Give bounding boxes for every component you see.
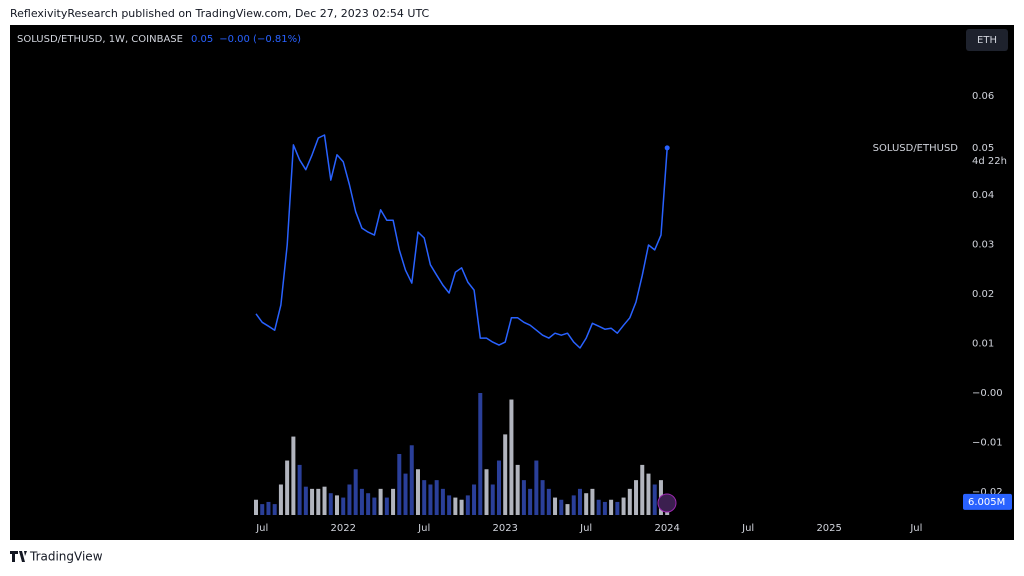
x-tick-label: Jul bbox=[417, 523, 430, 534]
volume-bar bbox=[453, 497, 458, 515]
price-label-countdown: 4d 22h bbox=[972, 156, 1007, 167]
volume-bar bbox=[397, 454, 402, 515]
volume-bar bbox=[272, 504, 277, 515]
x-tick-label: 2022 bbox=[330, 523, 355, 534]
volume-bar bbox=[303, 486, 308, 515]
volume-bar bbox=[596, 499, 601, 515]
volume-bar bbox=[291, 436, 296, 515]
x-tick-label: Jul bbox=[255, 523, 268, 534]
volume-bar bbox=[652, 484, 657, 515]
volume-bar bbox=[334, 495, 339, 515]
volume-bar bbox=[484, 469, 489, 515]
x-tick-label: 2023 bbox=[492, 523, 517, 534]
volume-bar bbox=[297, 464, 302, 515]
volume-bar bbox=[316, 488, 321, 515]
volume-bar bbox=[353, 469, 358, 515]
volume-bar bbox=[440, 488, 445, 515]
volume-bar bbox=[590, 488, 595, 515]
volume-bar bbox=[565, 504, 570, 515]
x-tick-label: 2024 bbox=[654, 523, 679, 534]
y-tick-label: −0.00 bbox=[972, 388, 1003, 399]
volume-bar bbox=[428, 484, 433, 515]
volume-bar bbox=[534, 460, 539, 515]
volume-bar bbox=[496, 460, 501, 515]
volume-bar bbox=[584, 493, 589, 515]
footer-brand: TradingView bbox=[29, 550, 103, 564]
volume-bar bbox=[422, 480, 427, 515]
symbol: SOLUSD/ETHUSD, 1W, COINBASE bbox=[17, 34, 183, 45]
volume-bar bbox=[515, 464, 520, 515]
volume-bar bbox=[540, 480, 545, 515]
volume-bar bbox=[378, 488, 383, 515]
volume-bar bbox=[359, 488, 364, 515]
volume-bar bbox=[509, 399, 514, 515]
volume-bar bbox=[553, 497, 558, 515]
volume-bar bbox=[528, 488, 533, 515]
y-tick-label: 0.01 bbox=[972, 339, 994, 350]
volume-bar bbox=[503, 434, 508, 515]
volume-bar bbox=[447, 495, 452, 515]
volume-bar bbox=[602, 501, 607, 515]
volume-bar bbox=[310, 488, 315, 515]
volume-bar bbox=[384, 497, 389, 515]
volume-bar bbox=[347, 484, 352, 515]
change: −0.00 (−0.81%) bbox=[219, 34, 301, 45]
volume-bar bbox=[627, 488, 632, 515]
y-tick-label: −0.01 bbox=[972, 438, 1003, 449]
replay-icon bbox=[657, 493, 677, 513]
currency-button[interactable] bbox=[966, 29, 1008, 51]
price-label-value: 0.05 bbox=[972, 143, 994, 154]
y-tick-label: 0.02 bbox=[972, 289, 994, 300]
volume-bar bbox=[278, 484, 283, 515]
volume-bar bbox=[328, 493, 333, 515]
volume-bar bbox=[260, 504, 265, 515]
volume-bar bbox=[415, 469, 420, 515]
y-tick-label: 0.04 bbox=[972, 190, 994, 201]
volume-bar bbox=[646, 473, 651, 515]
volume-bar bbox=[285, 460, 290, 515]
volume-bar bbox=[472, 484, 477, 515]
y-tick-label: 0.06 bbox=[972, 91, 994, 102]
volume-bar bbox=[546, 488, 551, 515]
volume-label: 6.005M bbox=[968, 497, 1005, 508]
volume-bar bbox=[254, 499, 258, 515]
volume-bar bbox=[521, 480, 526, 515]
volume-bar bbox=[366, 493, 371, 515]
x-tick-label: Jul bbox=[909, 523, 922, 534]
x-tick-label: Jul bbox=[579, 523, 592, 534]
volume-bar bbox=[490, 484, 495, 515]
publisher-line: ReflexivityResearch published on Trading… bbox=[10, 7, 430, 20]
y-tick-label: 0.03 bbox=[972, 239, 994, 250]
volume-bar bbox=[615, 501, 620, 515]
volume-bar bbox=[409, 445, 414, 515]
x-tick-label: 2025 bbox=[816, 523, 841, 534]
volume-bar bbox=[577, 488, 582, 515]
x-tick-label: Jul bbox=[741, 523, 754, 534]
volume-bar bbox=[609, 499, 614, 515]
footer-logo bbox=[10, 551, 27, 562]
volume-bar bbox=[459, 499, 464, 515]
volume-bar bbox=[322, 486, 327, 515]
currency-button-label[interactable]: ETH bbox=[977, 35, 997, 46]
volume-bar bbox=[403, 473, 408, 515]
last-point bbox=[664, 145, 670, 151]
volume-bar bbox=[559, 499, 564, 515]
volume-bar bbox=[391, 488, 396, 515]
volume-bar bbox=[621, 497, 626, 515]
volume-bar bbox=[434, 480, 439, 515]
price-line bbox=[255, 134, 668, 349]
volume-bar bbox=[478, 393, 483, 515]
volume-bar bbox=[571, 495, 576, 515]
last-value: 0.05 bbox=[191, 34, 213, 45]
volume-bar bbox=[465, 495, 470, 515]
volume-bar bbox=[266, 501, 271, 515]
volume-bar bbox=[640, 464, 645, 515]
volume-bar bbox=[341, 497, 346, 515]
price-label-name: SOLUSD/ETHUSD bbox=[873, 143, 959, 154]
volume-label-box bbox=[963, 493, 1012, 510]
volume-bar bbox=[372, 497, 377, 515]
y-tick-label: −0.02 bbox=[972, 487, 1003, 498]
volume-bar bbox=[634, 480, 639, 515]
